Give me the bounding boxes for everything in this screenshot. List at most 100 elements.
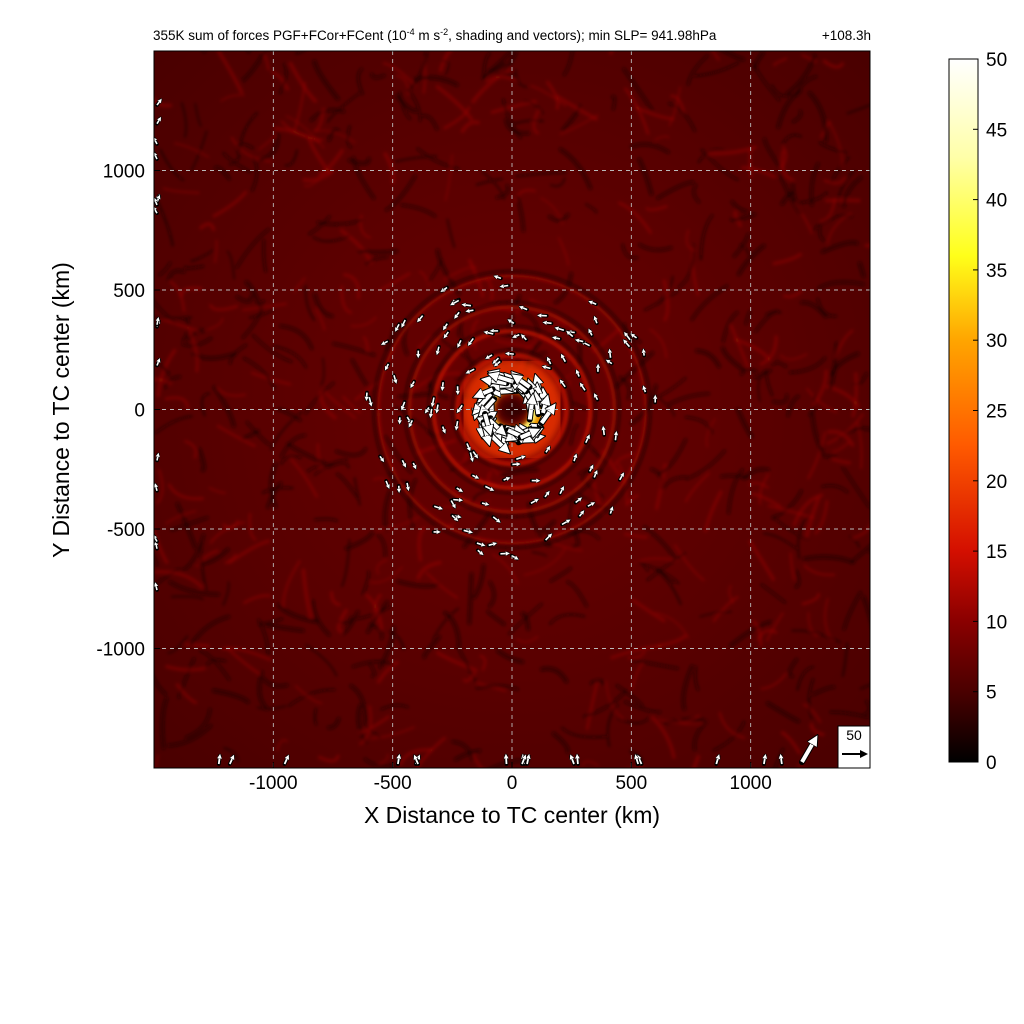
x-axis-label: X Distance to TC center (km) <box>364 802 660 828</box>
texture-streak <box>313 707 318 726</box>
texture-streak <box>657 438 688 477</box>
texture-streak <box>693 665 700 692</box>
texture-streak <box>810 411 825 453</box>
texture-streak <box>582 689 627 718</box>
vector-arrow <box>577 340 584 341</box>
vector-arrow <box>154 139 158 145</box>
texture-streak <box>732 232 750 258</box>
texture-streak <box>699 214 714 261</box>
texture-streak <box>248 307 275 319</box>
texture-streak <box>475 684 520 691</box>
vector-arrow <box>644 387 646 393</box>
eye <box>500 397 524 422</box>
texture-streak <box>650 715 676 759</box>
colorbar-tick-label: 10 <box>986 612 1007 633</box>
texture-streak <box>280 455 302 465</box>
vector-arrow <box>228 757 233 765</box>
texture-streak <box>357 67 364 96</box>
vector-arrow <box>154 154 158 160</box>
vector-arrow <box>587 503 594 507</box>
texture-streak <box>168 580 221 597</box>
vector-arrow <box>434 505 441 508</box>
texture-streak <box>194 103 202 127</box>
texture-streak <box>222 519 240 530</box>
vector-arrow <box>486 332 494 334</box>
vector-arrow <box>516 457 524 460</box>
texture-streak <box>207 317 224 331</box>
texture-streak <box>475 177 504 186</box>
texture-streak <box>771 84 793 97</box>
texture-streak <box>861 595 870 624</box>
vector-arrow <box>503 478 509 480</box>
texture-streak <box>293 81 307 132</box>
texture-streak <box>657 634 687 648</box>
texture-streak <box>213 165 231 181</box>
y-axis-label: Y Distance to TC center (km) <box>48 262 74 558</box>
vector-arrow <box>764 756 765 765</box>
texture-streak <box>637 157 654 196</box>
y-tick-label: -500 <box>107 520 145 541</box>
colorbar-tick-label: 5 <box>986 683 997 704</box>
texture-streak <box>251 156 259 192</box>
texture-streak <box>238 111 259 151</box>
texture-streak <box>791 629 842 644</box>
vector-arrow <box>545 447 549 453</box>
texture-streak <box>617 716 651 725</box>
vector-arrow <box>157 319 158 325</box>
vector-arrow <box>519 431 536 440</box>
texture-streak <box>807 612 818 638</box>
texture-streak <box>220 94 245 102</box>
texture-streak <box>516 635 539 643</box>
texture-streak <box>438 51 453 73</box>
texture-streak <box>175 683 198 705</box>
texture-streak <box>317 754 340 763</box>
vector-arrow <box>632 335 638 339</box>
x-tick-label: -500 <box>374 773 412 794</box>
texture-streak <box>313 517 339 523</box>
texture-streak <box>471 67 512 104</box>
texture-streak <box>642 525 676 559</box>
vector-arrow <box>432 397 434 406</box>
vector-arrow <box>562 356 567 363</box>
texture-streak <box>326 717 341 730</box>
texture-streak <box>772 252 803 266</box>
texture-streak <box>435 84 474 121</box>
vector-arrow <box>610 508 612 514</box>
texture-streak <box>782 133 803 145</box>
texture-streak <box>312 234 350 243</box>
texture-streak <box>472 563 486 599</box>
texture-streak <box>522 100 544 115</box>
texture-streak <box>631 598 666 623</box>
vector-arrow <box>156 543 157 549</box>
texture-streak <box>662 475 688 490</box>
texture-streak <box>807 431 827 480</box>
texture-streak <box>721 311 739 343</box>
texture-streak <box>585 203 598 214</box>
texture-streak <box>719 474 750 479</box>
texture-streak <box>154 121 158 127</box>
texture-streak <box>222 581 230 606</box>
texture-streak <box>494 338 533 349</box>
texture-streak <box>818 226 828 243</box>
vector-arrow <box>478 387 494 395</box>
texture-streak <box>585 680 599 731</box>
vector-arrow <box>482 397 496 412</box>
texture-streak <box>197 447 206 472</box>
texture-streak <box>618 201 653 235</box>
texture-streak <box>559 114 599 136</box>
texture-streak <box>451 740 475 762</box>
vector-arrow <box>466 443 470 449</box>
texture-streak <box>623 532 648 539</box>
texture-streak <box>258 131 280 162</box>
texture-streak <box>221 646 272 662</box>
vector-arrow <box>516 377 531 389</box>
texture-streak <box>684 472 710 503</box>
texture-streak <box>780 730 801 755</box>
texture-streak <box>213 239 218 264</box>
texture-streak <box>610 644 662 660</box>
texture-streak <box>867 549 870 554</box>
texture-streak <box>175 502 198 550</box>
texture-streak <box>181 336 213 348</box>
texture-streak <box>311 599 331 637</box>
